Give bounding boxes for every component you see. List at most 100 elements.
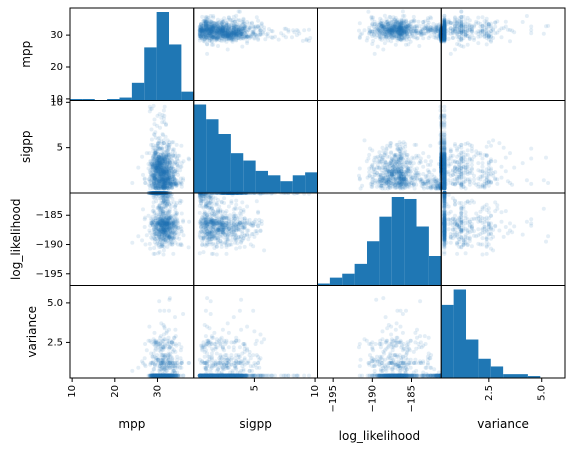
scatter-point xyxy=(380,145,385,150)
scatter-point xyxy=(381,47,386,52)
scatter-point xyxy=(410,178,415,183)
scatter-point xyxy=(412,142,417,147)
scatter-point xyxy=(529,181,534,186)
histogram-bar-mpp xyxy=(156,12,170,101)
scatter-point xyxy=(382,41,387,46)
scatter-point xyxy=(220,34,225,39)
scatter-point xyxy=(220,28,225,33)
scatter-point xyxy=(160,120,165,125)
histogram-bar-mpp xyxy=(82,99,95,101)
scatter-point xyxy=(164,173,169,178)
scatter-point xyxy=(214,21,219,26)
scatter-point xyxy=(472,177,476,182)
scatter-point xyxy=(212,21,217,26)
scatter-point xyxy=(372,172,377,177)
scatter-point xyxy=(222,29,227,34)
scatter-point xyxy=(220,20,225,24)
scatter-point xyxy=(308,36,313,40)
scatter-point xyxy=(222,25,227,30)
scatter-point xyxy=(406,42,411,47)
scatter-point xyxy=(164,123,168,127)
scatter-point xyxy=(211,42,216,47)
scatter-point xyxy=(410,33,415,38)
scatter-point xyxy=(223,26,228,31)
scatter-point xyxy=(212,35,217,40)
scatter-point xyxy=(520,161,525,166)
scatter-point xyxy=(429,30,434,35)
scatter-point xyxy=(395,142,400,147)
scatter-point xyxy=(377,156,382,161)
scatter-point xyxy=(220,29,225,33)
scatter-point xyxy=(398,158,403,163)
scatter-point xyxy=(393,25,397,30)
scatter-point xyxy=(225,18,230,23)
scatter-point xyxy=(223,27,228,32)
scatter-point xyxy=(220,29,225,34)
scatter-point xyxy=(428,34,433,39)
scatter-point xyxy=(388,144,393,149)
scatter-point xyxy=(254,33,259,38)
scatter-point xyxy=(480,27,485,32)
scatter-point xyxy=(508,28,512,32)
scatter-point xyxy=(252,24,257,29)
scatter-point xyxy=(393,42,398,47)
scatter-point xyxy=(239,24,244,29)
scatter-point xyxy=(224,34,229,39)
scatter-point xyxy=(170,147,175,152)
scatter-point xyxy=(149,137,154,142)
scatter-point xyxy=(405,161,410,166)
scatter-point xyxy=(214,28,219,33)
scatter-point xyxy=(370,17,375,22)
scatter-point xyxy=(291,28,296,33)
scatter-point xyxy=(362,138,367,143)
scatter-point xyxy=(242,21,247,26)
scatter-point xyxy=(242,29,247,34)
scatter-point xyxy=(207,20,212,25)
scatter-point xyxy=(400,30,405,35)
scatter-point xyxy=(202,37,207,42)
scatter-point xyxy=(459,150,464,155)
scatter-point xyxy=(302,28,307,33)
scatter-point xyxy=(397,169,401,174)
scatter-point xyxy=(459,9,464,14)
scatter-point xyxy=(179,143,184,148)
scatter-point xyxy=(200,14,205,19)
scatter-point xyxy=(218,32,223,37)
scatter-point xyxy=(209,23,214,28)
scatter-point xyxy=(367,152,372,157)
scatter-point xyxy=(357,28,361,33)
scatter-point xyxy=(368,181,373,186)
scatter-point xyxy=(231,20,236,24)
scatter-point xyxy=(417,161,422,166)
scatter-point xyxy=(201,34,206,39)
scatter-point xyxy=(152,132,157,137)
scatter-point xyxy=(206,23,211,28)
scatter-point xyxy=(421,164,426,169)
scatter-point xyxy=(455,29,460,34)
scatter-point xyxy=(467,182,472,187)
scatter-point xyxy=(233,35,237,40)
scatter-point xyxy=(211,15,216,20)
scatter-point xyxy=(209,20,214,25)
scatter-point xyxy=(246,27,251,32)
scatter-point xyxy=(382,36,387,41)
scatter-point xyxy=(459,185,464,190)
scatter-point xyxy=(234,38,239,43)
scatter-point xyxy=(229,38,234,43)
scatter-point xyxy=(225,32,230,37)
scatter-point xyxy=(426,20,431,25)
scatter-point xyxy=(237,28,242,32)
scatter-point xyxy=(206,31,211,36)
scatter-point xyxy=(236,29,241,33)
scatter-point xyxy=(459,145,464,150)
scatter-point xyxy=(382,13,387,18)
scatter-point xyxy=(407,169,412,174)
scatter-point xyxy=(461,25,466,30)
scatter-point xyxy=(432,168,437,173)
scatter-point xyxy=(469,171,474,175)
scatter-point xyxy=(486,140,491,145)
scatter-point xyxy=(254,15,259,20)
scatter-point xyxy=(442,31,447,36)
scatter-point xyxy=(203,29,208,34)
scatter-point xyxy=(142,176,147,181)
